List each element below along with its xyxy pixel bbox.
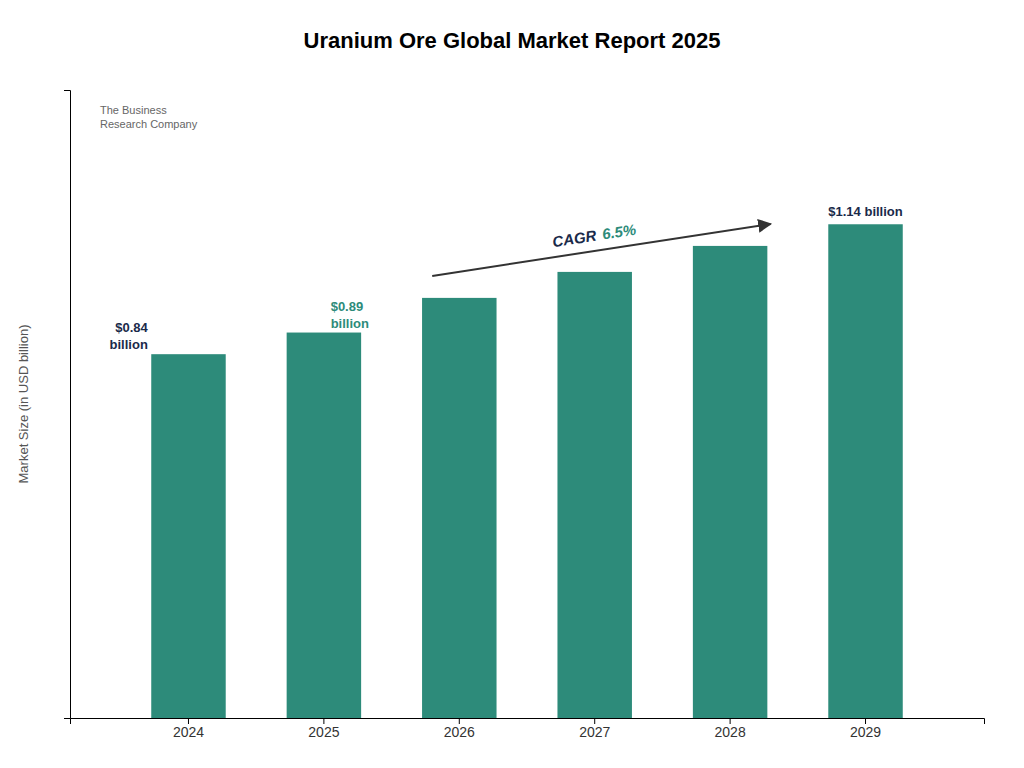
- bar: [287, 333, 361, 718]
- x-tick: 2025: [308, 718, 339, 740]
- logo-text: The Business Research Company: [100, 104, 198, 130]
- x-tick: 2027: [579, 718, 610, 740]
- text-line: billion: [110, 337, 148, 352]
- bar-annotation: $0.89 billion: [331, 299, 369, 331]
- y-axis-line: [64, 91, 71, 719]
- x-tick-label: 2027: [579, 724, 610, 740]
- bar: [151, 354, 225, 718]
- bar: [557, 272, 631, 718]
- bars: [151, 224, 903, 718]
- bar-annotation: $0.84 billion: [110, 320, 149, 352]
- x-tick: 2029: [850, 718, 881, 740]
- x-tick-label: 2025: [308, 724, 339, 740]
- cagr-label: CAGR: [551, 227, 597, 251]
- chart-title: Uranium Ore Global Market Report 2025: [304, 28, 721, 53]
- x-tick: 2026: [444, 718, 475, 740]
- y-axis: [64, 91, 71, 719]
- x-tick-label: 2029: [850, 724, 881, 740]
- annotations: $0.84 billion $0.89 billion $1.14 billion CAG…: [100, 104, 903, 352]
- bar: [828, 224, 902, 718]
- text-line: $0.89: [331, 299, 364, 314]
- x-tick: 2024: [173, 718, 204, 740]
- x-tick: 2028: [715, 718, 746, 740]
- bar: [693, 246, 767, 718]
- x-axis: 2024 2025 2026 2027 2028 2029: [71, 718, 985, 740]
- text-line: $1.14 billion: [828, 204, 902, 219]
- x-tick-label: 2024: [173, 724, 204, 740]
- cagr-value: 6.5%: [601, 221, 637, 243]
- text-line: billion: [331, 316, 369, 331]
- plot-area: 202420252026202720282029$0.84billion$0.8…: [64, 91, 985, 740]
- y-axis-title: Market Size (in USD billion): [16, 325, 31, 484]
- chart-svg: 202420252026202720282029$0.84billion$0.8…: [0, 0, 1024, 768]
- x-tick-label: 2026: [444, 724, 475, 740]
- bar: [422, 298, 496, 718]
- text-line: The Business: [100, 104, 167, 116]
- x-axis-line: [71, 719, 985, 725]
- text-line: $0.84: [115, 320, 148, 335]
- bar-annotation: $1.14 billion: [828, 204, 902, 219]
- text-line: Research Company: [100, 118, 198, 130]
- x-tick-label: 2028: [715, 724, 746, 740]
